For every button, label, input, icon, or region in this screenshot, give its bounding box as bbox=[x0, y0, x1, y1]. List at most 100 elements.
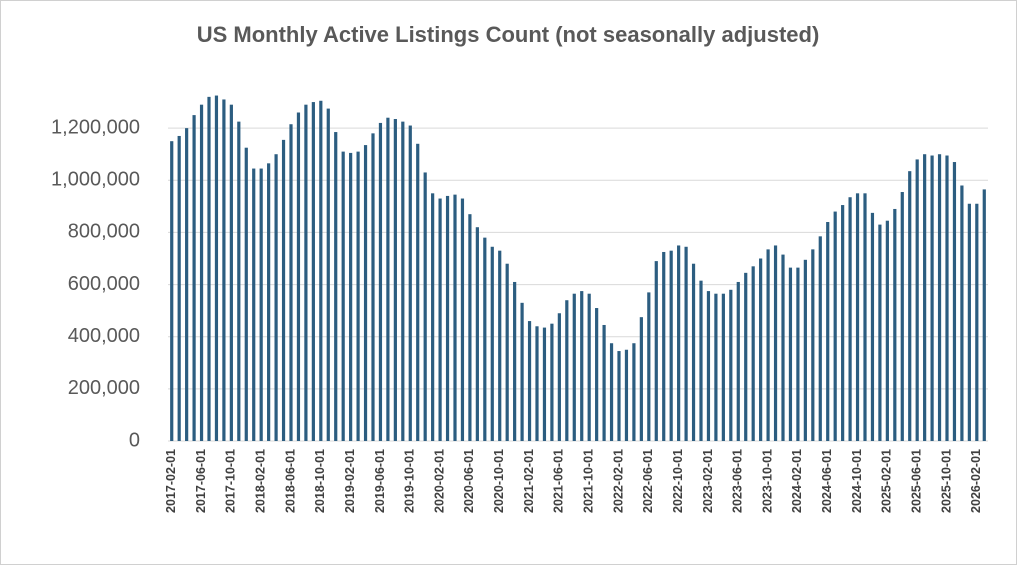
bar bbox=[617, 351, 621, 441]
bar bbox=[900, 192, 904, 441]
x-tick-label: 2022-06-01 bbox=[641, 449, 655, 513]
bar bbox=[818, 236, 822, 441]
y-tick-label: 800,000 bbox=[68, 221, 140, 243]
bar bbox=[185, 128, 189, 441]
y-tick-label: 400,000 bbox=[68, 325, 140, 347]
bar bbox=[766, 249, 770, 441]
bar bbox=[729, 289, 733, 441]
bar bbox=[431, 193, 435, 441]
bar bbox=[841, 205, 845, 441]
x-tick-label: 2018-02-01 bbox=[253, 449, 267, 513]
bar bbox=[527, 321, 532, 441]
bar bbox=[751, 266, 755, 441]
bar bbox=[699, 280, 703, 441]
bar bbox=[483, 237, 487, 441]
y-tick-label: 1,000,000 bbox=[51, 169, 140, 191]
bar bbox=[423, 172, 427, 441]
bar bbox=[371, 133, 375, 441]
bar bbox=[192, 115, 196, 441]
bar bbox=[207, 96, 211, 441]
bar bbox=[632, 343, 636, 441]
bar bbox=[468, 214, 472, 441]
x-tick-label: 2018-06-01 bbox=[283, 449, 297, 513]
bar bbox=[267, 163, 271, 441]
bar bbox=[587, 293, 591, 441]
bar bbox=[401, 121, 405, 441]
bar bbox=[237, 121, 241, 441]
x-tick-label: 2024-02-01 bbox=[790, 449, 804, 513]
bar bbox=[945, 155, 949, 441]
bar bbox=[975, 203, 979, 441]
x-tick-label: 2023-02-01 bbox=[701, 449, 715, 513]
bar bbox=[542, 327, 547, 441]
bar bbox=[595, 308, 599, 441]
x-tick-label: 2021-02-01 bbox=[522, 449, 536, 513]
bar bbox=[781, 254, 785, 441]
bar bbox=[326, 108, 330, 441]
bar bbox=[199, 104, 204, 441]
bar bbox=[773, 245, 778, 441]
bar bbox=[475, 227, 479, 441]
bar bbox=[438, 198, 442, 441]
bar bbox=[602, 324, 606, 441]
bar bbox=[274, 154, 278, 441]
bar bbox=[244, 147, 248, 442]
x-tick-label: 2020-10-01 bbox=[492, 449, 506, 513]
x-tick-label: 2026-02-01 bbox=[969, 449, 983, 513]
bar bbox=[386, 117, 390, 441]
bar bbox=[803, 259, 807, 441]
bar bbox=[222, 99, 226, 441]
bar bbox=[170, 141, 174, 441]
x-tick-label: 2017-06-01 bbox=[194, 449, 208, 513]
x-tick-label: 2017-02-01 bbox=[164, 449, 178, 513]
bar bbox=[565, 300, 569, 441]
bar bbox=[960, 185, 964, 441]
bar bbox=[870, 212, 875, 441]
bar bbox=[677, 245, 681, 441]
bar bbox=[505, 263, 509, 441]
x-tick-label: 2024-06-01 bbox=[820, 449, 834, 513]
y-tick-label: 1,200,000 bbox=[51, 116, 140, 138]
bar bbox=[923, 154, 927, 441]
x-tick-label: 2023-10-01 bbox=[760, 449, 774, 513]
x-tick-label: 2025-10-01 bbox=[939, 449, 953, 513]
x-tick-label: 2021-10-01 bbox=[581, 449, 595, 513]
bar bbox=[893, 208, 897, 441]
bar bbox=[177, 135, 181, 441]
bar bbox=[520, 302, 524, 441]
x-tick-label: 2020-02-01 bbox=[432, 449, 446, 513]
bar bbox=[967, 203, 971, 441]
x-tick-label: 2022-02-01 bbox=[611, 449, 625, 513]
bar bbox=[863, 193, 867, 441]
bar bbox=[535, 326, 539, 441]
bar bbox=[609, 343, 614, 441]
bar bbox=[460, 198, 465, 441]
bar bbox=[378, 122, 383, 441]
bar bbox=[252, 168, 256, 441]
bar bbox=[982, 189, 986, 441]
bar bbox=[669, 250, 673, 441]
x-tick-label: 2019-10-01 bbox=[403, 449, 417, 513]
bar bbox=[445, 195, 450, 441]
bar bbox=[833, 211, 837, 441]
bar bbox=[341, 151, 345, 441]
bar bbox=[691, 263, 696, 441]
bar bbox=[624, 349, 629, 441]
bar bbox=[639, 317, 643, 441]
x-tick-label: 2019-02-01 bbox=[343, 449, 357, 513]
bar bbox=[848, 197, 852, 441]
bar bbox=[788, 267, 793, 441]
bar bbox=[572, 293, 576, 441]
y-tick-label: 600,000 bbox=[68, 273, 140, 295]
bar bbox=[885, 220, 889, 441]
bar bbox=[229, 104, 233, 441]
bar bbox=[550, 323, 554, 441]
x-tick-label: 2024-10-01 bbox=[850, 449, 864, 513]
x-tick-label: 2025-02-01 bbox=[880, 449, 894, 513]
bar bbox=[490, 246, 494, 441]
bar bbox=[826, 222, 830, 441]
bar bbox=[580, 291, 584, 441]
x-tick-label: 2023-06-01 bbox=[731, 449, 745, 513]
bar bbox=[311, 102, 315, 442]
